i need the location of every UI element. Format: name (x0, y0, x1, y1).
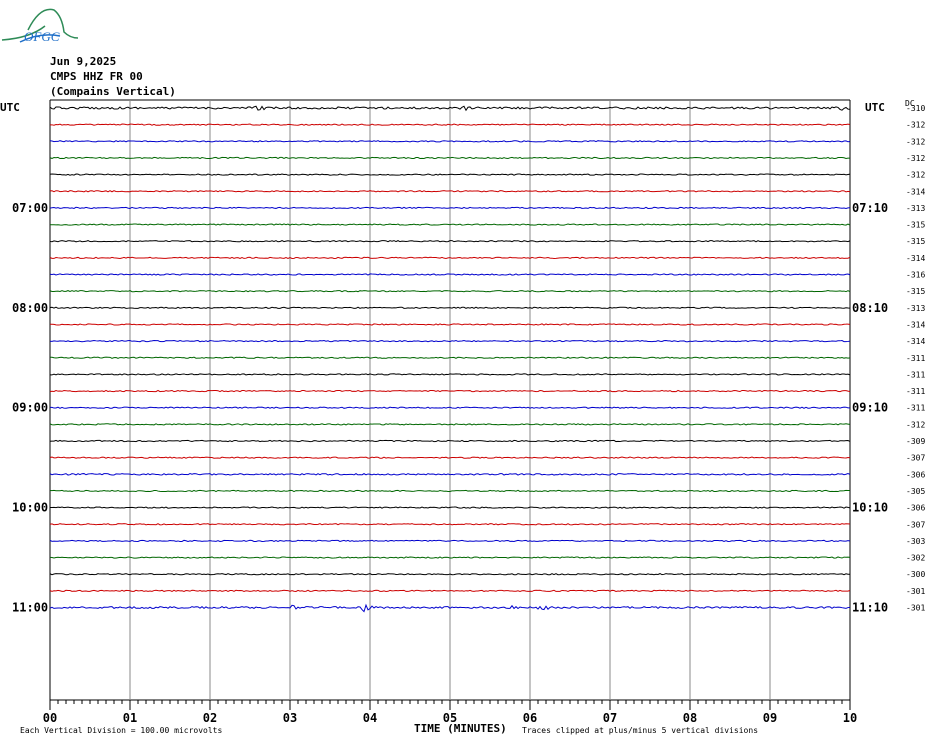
hour-label-left: 09:00 (12, 401, 48, 415)
seismic-trace (49, 489, 851, 493)
seismic-trace (49, 290, 851, 293)
seismic-trace (49, 589, 851, 593)
dc-offset-label: -313 (906, 304, 925, 313)
logo-text: OFGC (24, 29, 60, 44)
x-tick-label: 04 (363, 711, 377, 725)
dc-offset-label: -306 (906, 504, 925, 513)
x-tick-label: 03 (283, 711, 297, 725)
seismic-trace (49, 190, 851, 193)
seismic-trace (49, 339, 851, 343)
seismic-trace (49, 140, 851, 143)
dc-offset-label: -311 (906, 404, 925, 413)
seismic-trace (49, 156, 851, 160)
dc-offset-label: -301 (906, 604, 925, 613)
seismic-trace (49, 423, 851, 426)
dc-offset-label: -315 (906, 221, 925, 230)
x-tick-label: 05 (443, 711, 457, 725)
dc-offset-label: -311 (906, 354, 925, 363)
dc-offset-label: -312 (906, 420, 925, 429)
x-tick-label: 10 (843, 711, 857, 725)
dc-offset-label: -302 (906, 554, 925, 563)
station-label: CMPS HHZ FR 00 (50, 70, 143, 83)
dc-offset-label: -312 (906, 154, 925, 163)
x-tick-label: 09 (763, 711, 777, 725)
seismic-trace (49, 556, 851, 559)
seismic-trace (49, 105, 851, 112)
hour-label-left: 08:00 (12, 301, 48, 315)
hour-label-left: 10:00 (12, 501, 48, 515)
seismic-trace (49, 306, 851, 309)
x-tick-label: 07 (603, 711, 617, 725)
ofgc-logo: OFGC (0, 2, 80, 48)
seismic-trace (49, 456, 851, 459)
seismic-trace (49, 373, 851, 376)
seismic-trace (49, 273, 851, 276)
dc-offset-label: -309 (906, 437, 925, 446)
clip-note: Traces clipped at plus/minus 5 vertical … (522, 726, 758, 735)
seismic-trace (49, 206, 851, 210)
left-utc-label: UTC (0, 101, 20, 114)
location-label: (Compains Vertical) (50, 85, 176, 98)
scale-note: Each Vertical Division = 100.00 microvol… (20, 726, 222, 735)
dc-offset-label: -315 (906, 237, 925, 246)
seismic-trace (49, 523, 851, 526)
dc-offset-label: -303 (906, 537, 925, 546)
seismic-trace (49, 389, 851, 393)
dc-offset-label: -307 (906, 520, 925, 529)
hour-label-right: 08:10 (852, 301, 888, 315)
seismic-trace (49, 323, 851, 326)
dc-offset-label: -300 (906, 570, 925, 579)
dc-offset-label: -312 (906, 171, 925, 180)
dc-offset-label: -312 (906, 137, 925, 146)
hour-label-left: 11:00 (12, 601, 48, 615)
dc-offset-label: -310 (906, 104, 925, 113)
seismic-trace (50, 123, 851, 126)
x-tick-label: 06 (523, 711, 537, 725)
seismic-trace (49, 406, 851, 409)
seismic-trace (49, 173, 851, 176)
seismic-trace (49, 506, 851, 509)
seismic-trace (49, 223, 851, 226)
dc-offset-label: -316 (906, 271, 925, 280)
seismic-trace (49, 603, 851, 613)
date-label: Jun 9,2025 (50, 55, 117, 68)
seismic-trace (49, 473, 851, 476)
hour-label-right: 11:10 (852, 601, 888, 615)
dc-offset-label: -311 (906, 370, 925, 379)
x-tick-label: 01 (123, 711, 137, 725)
hour-label-right: 09:10 (852, 401, 888, 415)
dc-offset-label: -315 (906, 287, 925, 296)
x-tick-label: 08 (683, 711, 697, 725)
right-utc-label: UTC (865, 101, 885, 114)
hour-label-left: 07:00 (12, 201, 48, 215)
dc-offset-label: -314 (906, 337, 925, 346)
dc-offset-label: -307 (906, 454, 925, 463)
dc-offset-label: -313 (906, 204, 925, 213)
x-axis-title: TIME (MINUTES) (414, 722, 507, 735)
dc-label: DC (905, 99, 915, 108)
dc-offset-label: -314 (906, 187, 925, 196)
seismic-trace (49, 539, 851, 543)
dc-offset-label: -306 (906, 470, 925, 479)
x-tick-label: 02 (203, 711, 217, 725)
seismic-trace (49, 256, 851, 259)
dc-offset-label: -305 (906, 487, 925, 496)
seismic-trace (49, 573, 851, 576)
dc-offset-label: -314 (906, 320, 925, 329)
hour-label-right: 07:10 (852, 201, 888, 215)
dc-offset-label: -301 (906, 587, 925, 596)
seismic-trace (49, 356, 851, 359)
seismic-trace (49, 240, 851, 243)
seismic-trace (49, 439, 851, 443)
dc-offset-label: -312 (906, 121, 925, 130)
hour-label-right: 10:10 (852, 501, 888, 515)
dc-offset-label: -311 (906, 387, 925, 396)
dc-offset-label: -314 (906, 254, 925, 263)
x-tick-label: 00 (43, 711, 57, 725)
